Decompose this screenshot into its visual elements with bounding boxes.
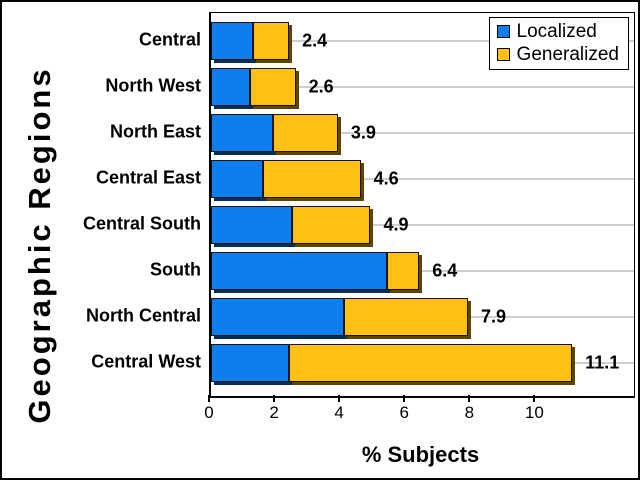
x-tick-mark	[338, 395, 341, 402]
gridline	[211, 40, 634, 42]
x-tick-mark	[403, 395, 406, 402]
bar-row	[211, 68, 296, 106]
legend-item-generalized: Generalized	[496, 43, 619, 66]
bar-row	[211, 206, 371, 244]
gridline	[211, 224, 634, 226]
legend-swatch-generalized-icon	[496, 48, 510, 61]
legend-swatch-localized-icon	[496, 25, 510, 38]
bar-segment-generalized	[263, 160, 361, 198]
total-label: 11.1	[585, 352, 620, 373]
bar-segment-localized	[211, 344, 290, 382]
bar-segment-generalized	[272, 114, 338, 152]
total-label: 2.4	[302, 30, 328, 51]
bar-segment-generalized	[289, 344, 573, 382]
gridline	[211, 86, 634, 88]
category-label: North West	[105, 75, 201, 96]
gridline	[211, 178, 634, 180]
bar-row	[211, 344, 573, 382]
x-tick-label: 8	[464, 403, 475, 422]
total-label: 6.4	[432, 260, 458, 281]
category-label: Central South	[82, 213, 201, 234]
total-label: 2.6	[308, 76, 334, 97]
x-tick-label: 0	[204, 403, 214, 422]
x-tick-mark	[468, 395, 471, 402]
total-label: 4.6	[373, 168, 399, 189]
bar-segment-localized	[211, 252, 387, 290]
bar-segment-generalized	[253, 22, 290, 60]
total-label: 7.9	[481, 306, 507, 327]
bar-row	[211, 114, 338, 152]
gridline	[211, 132, 634, 134]
bar-segment-generalized	[250, 68, 296, 106]
bar-segment-localized	[211, 68, 251, 106]
x-tick-label: 4	[334, 403, 344, 422]
category-label: Central East	[95, 167, 201, 188]
legend-label-generalized: Generalized	[516, 44, 619, 65]
bar-row	[211, 298, 469, 336]
bar-row	[211, 160, 361, 198]
plot-area: Localized Generalized 2.4 2.6 3.9 4.6 4.9 6.4…	[209, 12, 635, 398]
bar-row	[211, 252, 420, 290]
x-tick-label: 6	[399, 403, 409, 422]
bar-row	[211, 22, 290, 60]
category-labels: Central North West North East Central East C…	[2, 12, 201, 395]
total-label: 4.9	[383, 214, 409, 235]
legend: Localized Generalized	[488, 17, 629, 70]
total-label: 3.9	[350, 122, 376, 143]
x-tick-mark	[273, 395, 276, 402]
bar-segment-localized	[211, 160, 264, 198]
category-label: Central West	[91, 351, 201, 372]
gridline	[211, 270, 634, 272]
bar-segment-localized	[211, 22, 254, 60]
bar-segment-generalized	[344, 298, 469, 336]
category-label: North Central	[85, 305, 201, 326]
x-tick-mark	[208, 395, 210, 402]
bar-segment-localized	[211, 114, 273, 152]
bar-segment-generalized	[292, 206, 371, 244]
category-label: North East	[109, 121, 201, 142]
x-tick-mark	[533, 395, 536, 402]
bar-segment-localized	[211, 206, 293, 244]
x-tick-label: 10	[524, 403, 544, 422]
category-label: South	[150, 259, 201, 280]
category-label: Central	[138, 29, 201, 50]
legend-item-localized: Localized	[496, 20, 619, 43]
x-axis-title: % Subjects	[361, 442, 480, 467]
x-axis: 0 2 4 6 8 10	[204, 395, 632, 435]
x-tick-label: 2	[269, 403, 279, 422]
legend-label-localized: Localized	[516, 21, 597, 42]
bar-segment-generalized	[386, 252, 420, 290]
bar-segment-localized	[211, 298, 345, 336]
